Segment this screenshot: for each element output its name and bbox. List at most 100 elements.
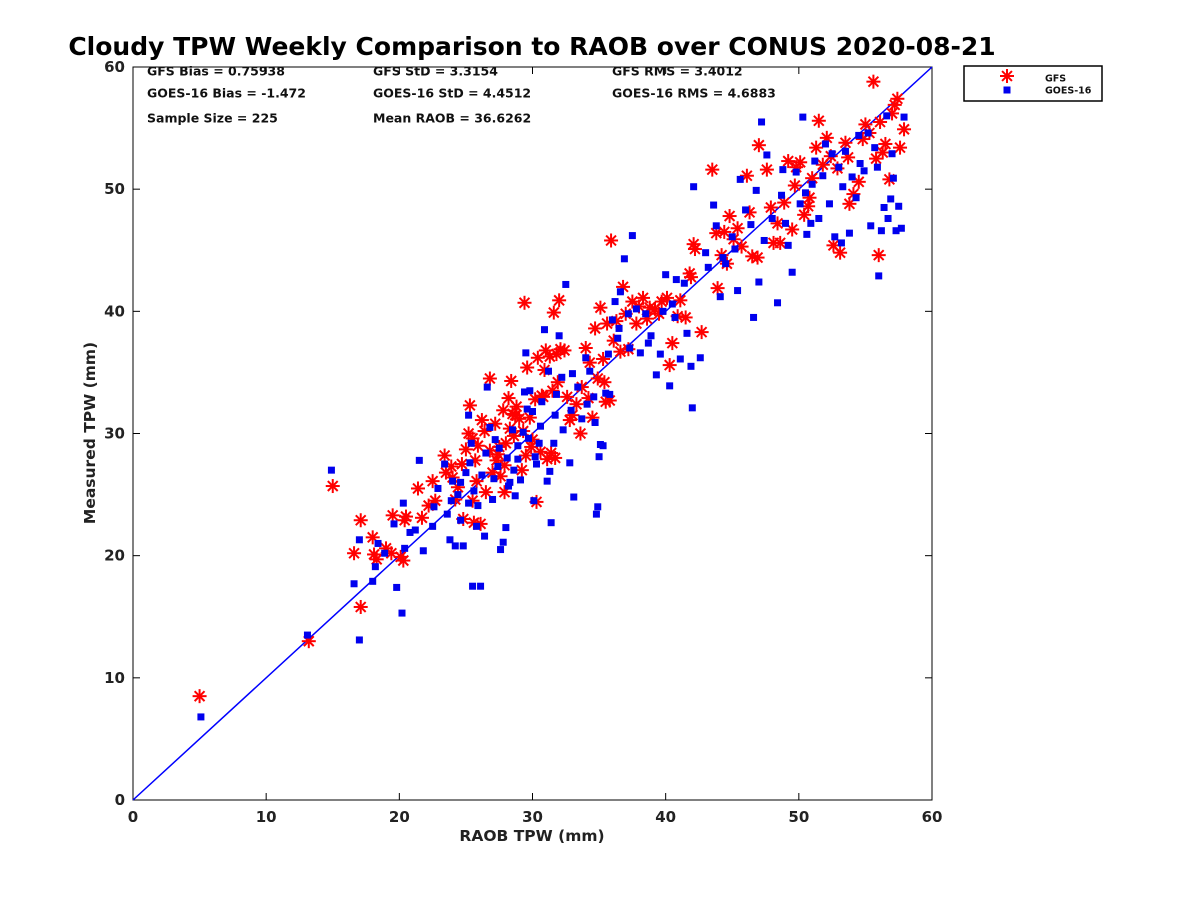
goes16-point: [454, 491, 462, 499]
goes16-point: [778, 191, 786, 199]
goes16-point: [393, 583, 401, 591]
stat-sample-size: Sample Size = 225: [147, 111, 278, 126]
goes16-point: [499, 538, 507, 546]
goes16-point: [350, 580, 358, 588]
goes16-point: [799, 113, 807, 121]
gfs-point: [353, 599, 368, 614]
goes16-point: [562, 280, 570, 288]
axis-ticks: 0 10 20 30 40 50 60 0 10 20 30 40 50 60: [104, 58, 942, 826]
gfs-point: [410, 481, 425, 496]
goes16-point: [900, 113, 908, 121]
goes16-point: [722, 260, 730, 268]
goes16-point: [792, 168, 800, 176]
goes16-point: [369, 577, 377, 585]
goes16-point: [668, 300, 676, 308]
goes16-point: [758, 118, 766, 126]
gfs-point: [517, 295, 532, 310]
x-tick-label: 30: [522, 808, 543, 826]
goes16-point: [852, 194, 860, 202]
goes16-point: [446, 536, 454, 544]
goes16-point: [604, 350, 612, 358]
gfs-point: [482, 371, 497, 386]
goes16-point: [839, 183, 847, 191]
goes16-point: [592, 510, 600, 518]
goes16-point: [788, 268, 796, 276]
goes16-point: [514, 455, 522, 463]
goes16-point: [523, 405, 531, 413]
goes16-point: [883, 112, 891, 120]
legend-goes16-label: GOES-16: [1045, 86, 1092, 97]
gfs-point: [593, 300, 608, 315]
goes16-point: [856, 160, 864, 168]
goes16-point: [616, 288, 624, 296]
goes16-point: [568, 370, 576, 378]
goes16-point: [381, 549, 389, 557]
gfs-point: [811, 113, 826, 128]
goes16-point: [860, 167, 868, 175]
goes16-point: [483, 383, 491, 391]
gfs-point: [470, 438, 485, 453]
gfs-point: [546, 305, 561, 320]
goes16-point: [819, 172, 827, 180]
goes16-point: [602, 389, 610, 397]
gfs-point: [629, 316, 644, 331]
goes16-point: [538, 398, 546, 406]
goes16-point: [536, 422, 544, 430]
gfs-point: [524, 439, 539, 454]
stat-gfs-rms: GFS RMS = 3.4012: [612, 64, 743, 79]
goes16-point: [704, 263, 712, 271]
goes16-point: [543, 477, 551, 485]
gfs-point: [763, 200, 778, 215]
gfs-point: [414, 510, 429, 525]
goes16-point: [892, 227, 900, 235]
gfs-point: [722, 209, 737, 224]
gfs-point: [871, 248, 886, 263]
goes16-point: [599, 442, 607, 450]
goes16-point: [490, 475, 498, 483]
gfs-point: [325, 479, 340, 494]
goes16-point: [531, 453, 539, 461]
gfs-point: [425, 474, 440, 489]
goes16-point: [390, 520, 398, 528]
goes16-point: [371, 563, 379, 571]
gfs-point: [687, 242, 702, 257]
goes16-point: [889, 174, 897, 182]
goes16-point: [671, 313, 679, 321]
goes16-point: [578, 415, 586, 423]
goes16-point: [811, 157, 819, 165]
goes16-point: [755, 278, 763, 286]
gfs-point: [462, 398, 477, 413]
gfs-point: [497, 485, 512, 500]
goes16-point: [716, 293, 724, 301]
goes16-point: [497, 546, 505, 554]
gfs-point: [398, 509, 413, 524]
gfs-point: [353, 513, 368, 528]
gfs-point: [557, 343, 572, 358]
goes16-point: [506, 478, 514, 486]
gfs-point: [560, 389, 575, 404]
legend-gfs-label: GFS: [1045, 74, 1066, 85]
goes16-point: [411, 526, 419, 534]
goes16-point: [652, 371, 660, 379]
goes16-point: [696, 354, 704, 362]
goes16-point: [760, 236, 768, 244]
goes16-point: [467, 439, 475, 447]
goes16-point: [502, 524, 510, 532]
goes16-point: [628, 232, 636, 240]
goes16-point: [728, 233, 736, 241]
goes16-point: [801, 189, 809, 197]
goes16-point: [443, 510, 451, 518]
goes16-point: [719, 254, 727, 262]
goes16-point: [747, 221, 755, 229]
gfs-point: [569, 397, 584, 412]
goes16-point: [656, 350, 664, 358]
goes16-point: [550, 439, 558, 447]
goes16-point: [470, 487, 478, 495]
goes16-point: [462, 469, 470, 477]
goes16-point: [680, 279, 688, 287]
goes16-point: [574, 383, 582, 391]
goes16-point: [398, 609, 406, 617]
x-axis-label: RAOB TPW (mm): [459, 827, 604, 845]
goes16-point: [608, 316, 616, 324]
goes16-point: [477, 582, 485, 590]
